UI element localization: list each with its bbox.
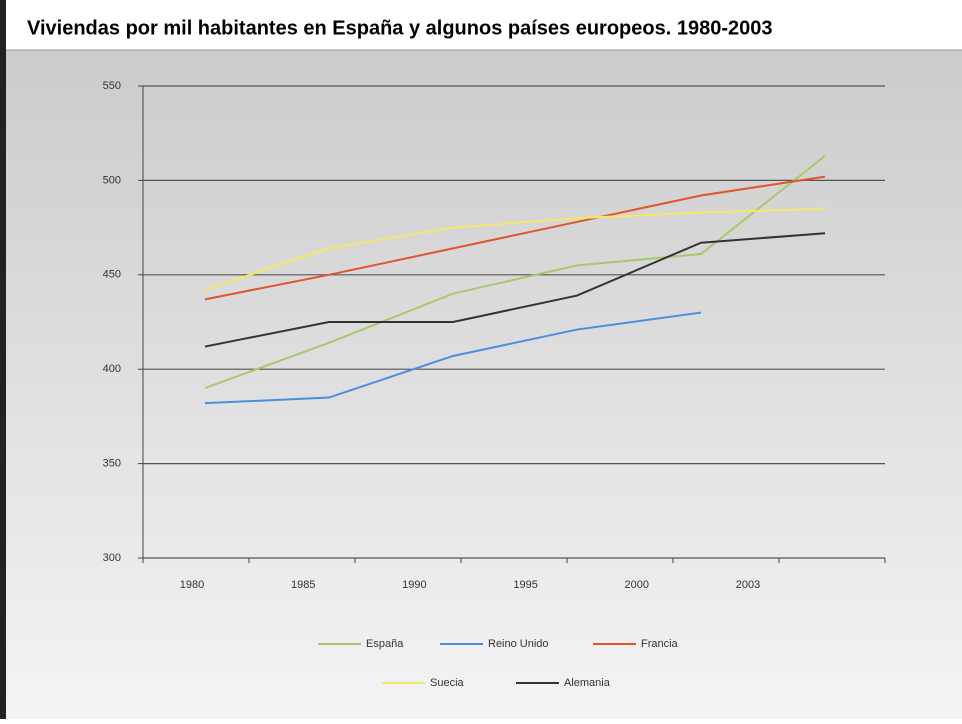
series-line [204,311,702,405]
legend-label: Reino Unido [488,638,549,650]
legend-label: Suecia [430,677,465,689]
series-line [204,155,826,390]
y-tick-label: 500 [103,174,121,186]
x-tick-label: 1980 [180,579,204,591]
series-line [204,232,826,348]
series-line [204,207,826,291]
y-tick-label: 300 [103,552,121,564]
legend-label: Alemania [564,677,611,689]
x-tick-label: 1990 [402,579,426,591]
y-tick-label: 550 [103,80,121,92]
left-border [0,0,6,719]
x-tick-label: 2003 [736,579,760,591]
legend-label: Francia [641,638,679,650]
series-line [204,175,826,301]
chart-bg [6,50,962,719]
y-tick-label: 400 [103,363,121,375]
legend-label: España [366,638,404,650]
y-tick-label: 450 [103,269,121,281]
chart-title: Viviendas por mil habitantes en España y… [27,17,772,39]
x-tick-label: 1995 [513,579,537,591]
x-tick-label: 1985 [291,579,315,591]
y-tick-label: 350 [103,458,121,470]
x-tick-label: 2000 [625,579,649,591]
